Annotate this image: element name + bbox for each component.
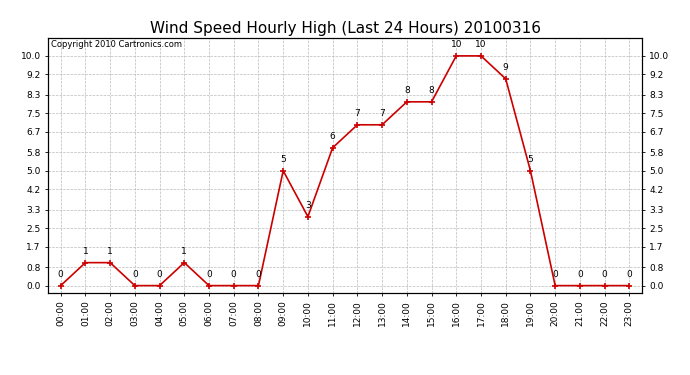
Text: 1: 1 (83, 247, 88, 256)
Text: 0: 0 (577, 270, 583, 279)
Text: 0: 0 (231, 270, 237, 279)
Text: 0: 0 (602, 270, 607, 279)
Text: 5: 5 (528, 155, 533, 164)
Text: 7: 7 (355, 109, 360, 118)
Text: 10: 10 (475, 40, 486, 49)
Text: 3: 3 (305, 201, 310, 210)
Text: 6: 6 (330, 132, 335, 141)
Text: 7: 7 (380, 109, 385, 118)
Text: 8: 8 (404, 86, 410, 95)
Text: 9: 9 (503, 63, 509, 72)
Text: 0: 0 (255, 270, 262, 279)
Text: 5: 5 (280, 155, 286, 164)
Text: 0: 0 (552, 270, 558, 279)
Text: 0: 0 (58, 270, 63, 279)
Text: 0: 0 (157, 270, 162, 279)
Text: 0: 0 (627, 270, 632, 279)
Text: 1: 1 (107, 247, 113, 256)
Text: Copyright 2010 Cartronics.com: Copyright 2010 Cartronics.com (51, 40, 182, 49)
Text: 8: 8 (428, 86, 435, 95)
Text: 0: 0 (132, 270, 138, 279)
Text: 10: 10 (451, 40, 462, 49)
Title: Wind Speed Hourly High (Last 24 Hours) 20100316: Wind Speed Hourly High (Last 24 Hours) 2… (150, 21, 540, 36)
Text: 0: 0 (206, 270, 212, 279)
Text: 1: 1 (181, 247, 187, 256)
